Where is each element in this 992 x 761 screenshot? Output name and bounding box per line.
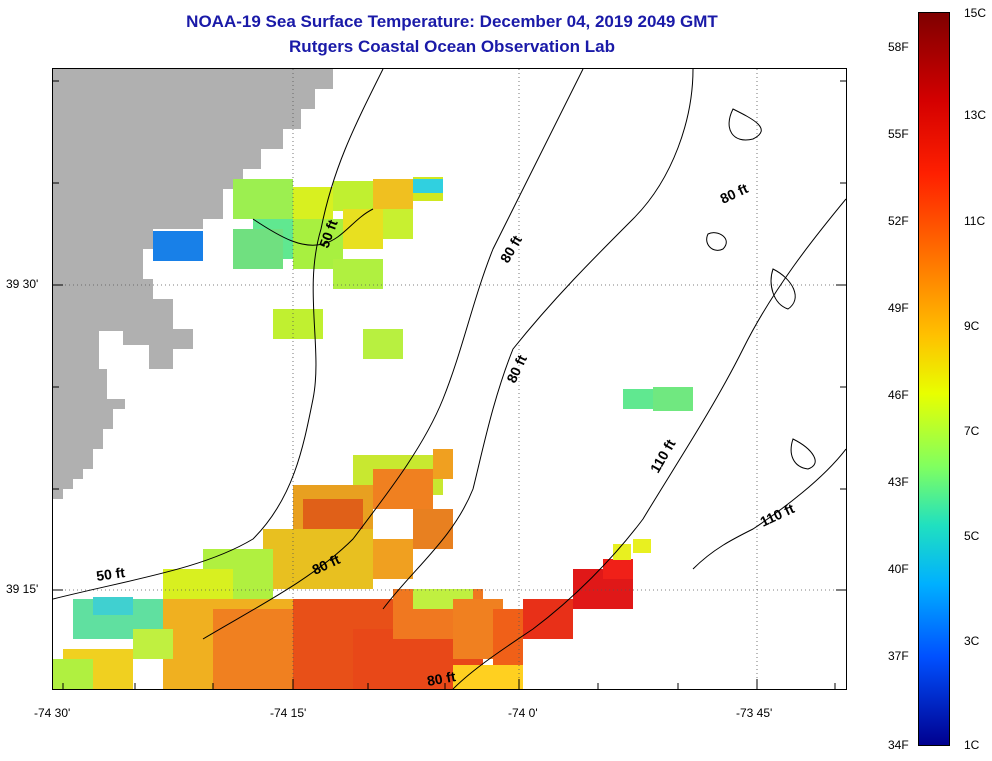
colorbar-label-f: 49F bbox=[888, 301, 909, 315]
colorbar-label-f: 58F bbox=[888, 40, 909, 54]
contour-label-80ft-e: 80 ft bbox=[426, 668, 457, 689]
colorbar-label-f: 55F bbox=[888, 127, 909, 141]
land-peninsula bbox=[99, 331, 163, 409]
sst-map[interactable]: 50 ft 80 ft 80 ft 80 ft 110 ft 110 ft 50… bbox=[52, 68, 847, 690]
lat-label-39-30: 39 30' bbox=[6, 277, 39, 291]
contour-label-80ft-b: 80 ft bbox=[718, 180, 751, 207]
colorbar-label-c: 15C bbox=[964, 6, 987, 20]
colorbar-label-f: 46F bbox=[888, 388, 909, 402]
map-subtitle: Rutgers Coastal Ocean Observation Lab bbox=[289, 37, 615, 56]
lon-label-74-0: -74 0' bbox=[508, 706, 538, 720]
depth-contours bbox=[53, 69, 846, 689]
colorbar-label-f: 52F bbox=[888, 214, 909, 228]
lon-label-74-15: -74 15' bbox=[270, 706, 307, 720]
colorbar-label-c: 7C bbox=[964, 424, 980, 438]
contour-label-80ft-c: 80 ft bbox=[503, 352, 530, 385]
sst-patch-east bbox=[623, 387, 693, 411]
lon-label-74-30: -74 30' bbox=[34, 706, 71, 720]
colorbar-label-f: 37F bbox=[888, 649, 909, 663]
colorbar-label-c: 9C bbox=[964, 319, 980, 333]
temperature-colorbar bbox=[918, 12, 950, 746]
colorbar-label-c: 13C bbox=[964, 108, 987, 122]
map-title: NOAA-19 Sea Surface Temperature: Decembe… bbox=[186, 12, 718, 31]
colorbar-label-f: 40F bbox=[888, 562, 909, 576]
colorbar-label-f: 43F bbox=[888, 475, 909, 489]
colorbar-label-f: 34F bbox=[888, 738, 909, 752]
contour-label-50ft-south: 50 ft bbox=[95, 564, 126, 584]
contour-label-80ft-a: 80 ft bbox=[497, 232, 525, 265]
colorbar-label-c: 3C bbox=[964, 634, 980, 648]
colorbar-label-c: 5C bbox=[964, 529, 980, 543]
lon-label-73-45: -73 45' bbox=[736, 706, 773, 720]
lat-label-39-15: 39 15' bbox=[6, 582, 39, 596]
axis-ticks bbox=[53, 80, 846, 689]
sst-patch-south bbox=[53, 449, 651, 689]
colorbar-label-c: 1C bbox=[964, 738, 980, 752]
contour-label-110ft-b: 110 ft bbox=[758, 500, 798, 530]
land-island bbox=[53, 69, 103, 499]
colorbar-label-c: 11C bbox=[964, 214, 986, 228]
